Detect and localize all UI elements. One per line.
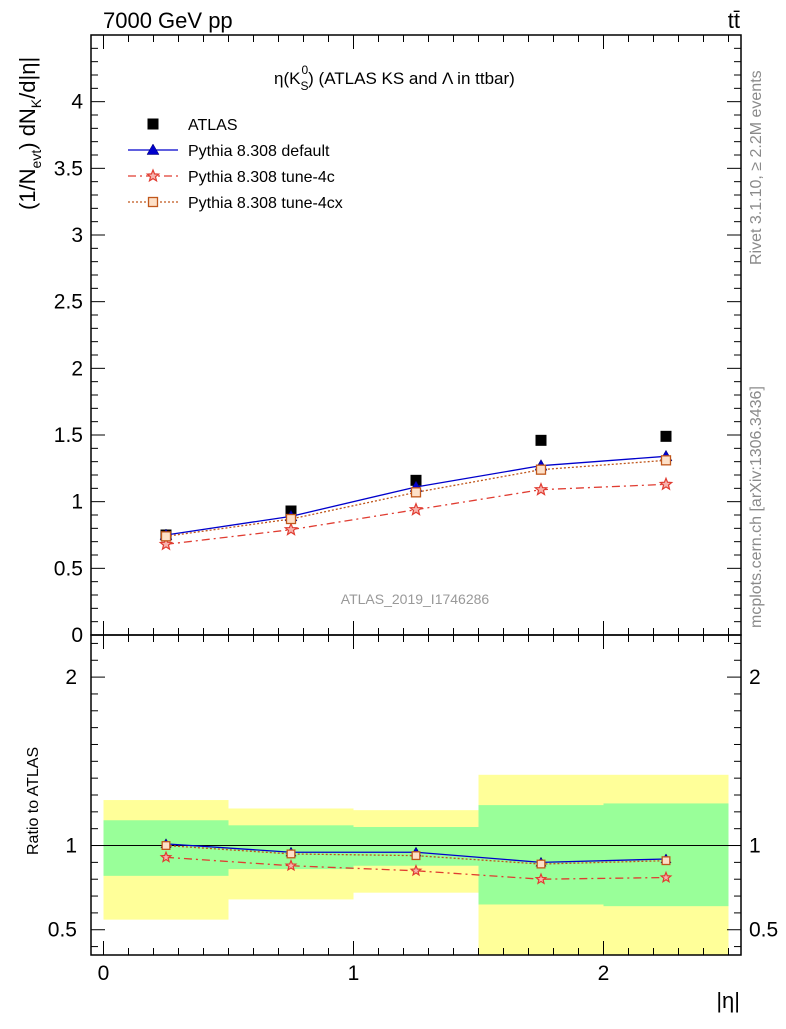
main-point-3-0 xyxy=(160,531,172,542)
main-point-2-2 xyxy=(408,502,424,516)
ratio-point-1-1 xyxy=(284,858,298,872)
ratio-ytick-label-right: 1 xyxy=(749,835,761,858)
rivet-label: Rivet 3.1.10, ≥ 2.2M events xyxy=(748,70,765,265)
main-line-3 xyxy=(165,459,667,537)
legend-label: Pythia 8.308 default xyxy=(188,143,330,160)
energy-label: 7000 GeV pp xyxy=(103,8,233,33)
legend-marker xyxy=(146,143,160,155)
x-tick-label: 0 xyxy=(98,962,110,985)
main-y-axis-label: (1/Nevt) dNK/d|η| xyxy=(15,57,44,210)
ratio-series-layer xyxy=(159,838,673,885)
main-ytick-label: 4 xyxy=(71,91,83,114)
ratio-ytick-label-left: 0.5 xyxy=(48,919,77,942)
legend-label: ATLAS xyxy=(188,117,238,134)
main-ytick-label: 3 xyxy=(71,224,83,247)
ratio-y-axis-label: Ratio to ATLAS xyxy=(25,747,42,855)
legend-label: Pythia 8.308 tune-4cx xyxy=(188,195,343,212)
legend-marker xyxy=(147,118,159,130)
x-tick-label: 2 xyxy=(598,962,610,985)
inner-band-3 xyxy=(478,805,604,905)
ratio-point-1-4 xyxy=(659,870,673,883)
legend-marker xyxy=(147,196,159,208)
main-ytick-label: 2 xyxy=(71,357,83,380)
main-point-3-2 xyxy=(410,487,422,498)
ratio-point-1-3 xyxy=(534,872,548,885)
ratio-ytick-label-left: 2 xyxy=(65,666,77,689)
analysis-watermark: ATLAS_2019_I1746286 xyxy=(341,591,490,607)
legend-marker xyxy=(145,168,161,183)
main-ytick-label: 0 xyxy=(71,624,83,647)
main-series-layer xyxy=(158,430,674,551)
main-point-3-3 xyxy=(535,464,547,475)
ratio-point-2-2 xyxy=(411,851,421,861)
ratio-y-ticks: 0.5 0.5 1 1 2 2 xyxy=(48,642,778,948)
ratio-ytick-label-right: 0.5 xyxy=(749,919,778,942)
ratio-line-1 xyxy=(165,856,667,880)
main-point-3-1 xyxy=(285,513,297,525)
main-point-2-4 xyxy=(658,476,674,491)
ratio-ytick-label-right: 2 xyxy=(749,666,761,689)
ratio-point-2-3 xyxy=(536,859,546,869)
legend-entry-2: Pythia 8.308 tune-4c xyxy=(128,168,335,186)
ratio-point-1-0 xyxy=(159,850,173,863)
main-point-0-2 xyxy=(410,474,422,486)
main-ytick-label: 1.5 xyxy=(54,424,83,447)
ratio-line-2 xyxy=(165,844,667,865)
mcplots-label: mcplots.cern.ch [arXiv:1306.3436] xyxy=(748,386,765,628)
main-point-3-4 xyxy=(660,455,672,466)
main-ytick-label: 2.5 xyxy=(54,291,83,314)
main-ytick-label: 1 xyxy=(71,491,83,514)
main-ytick-label: 0.5 xyxy=(54,557,83,580)
x-tick-label: 1 xyxy=(348,962,360,985)
ratio-point-1-2 xyxy=(409,864,423,877)
x-axis-label: |η| xyxy=(716,988,740,1013)
main-point-2-0 xyxy=(158,536,174,551)
ratio-point-2-1 xyxy=(286,849,296,859)
plot-title: η(KS0) (ATLAS KS and Λ in ttbar) xyxy=(274,63,515,93)
process-label: tt̄ xyxy=(728,8,740,33)
ratio-ytick-label-left: 1 xyxy=(65,835,77,858)
legend-entry-3: Pythia 8.308 tune-4cx xyxy=(128,195,343,212)
x-ticks: 0 1 2 xyxy=(98,35,729,985)
legend-entry-0: ATLAS xyxy=(147,117,238,134)
main-point-0-3 xyxy=(535,434,547,446)
main-point-2-1 xyxy=(283,522,299,536)
legend: ATLAS Pythia 8.308 default Pythia 8.308 tu… xyxy=(128,117,343,212)
main-ytick-label: 3.5 xyxy=(54,157,83,180)
main-point-0-4 xyxy=(660,430,672,442)
ratio-point-2-0 xyxy=(161,841,171,851)
main-point-2-3 xyxy=(533,482,549,496)
legend-label: Pythia 8.308 tune-4c xyxy=(188,169,335,186)
main-y-ticks: 0 0.5 1 1.5 2 2.5 3 3.5 4 xyxy=(54,47,741,647)
legend-entry-1: Pythia 8.308 default xyxy=(128,143,330,160)
ratio-point-2-4 xyxy=(661,856,671,866)
